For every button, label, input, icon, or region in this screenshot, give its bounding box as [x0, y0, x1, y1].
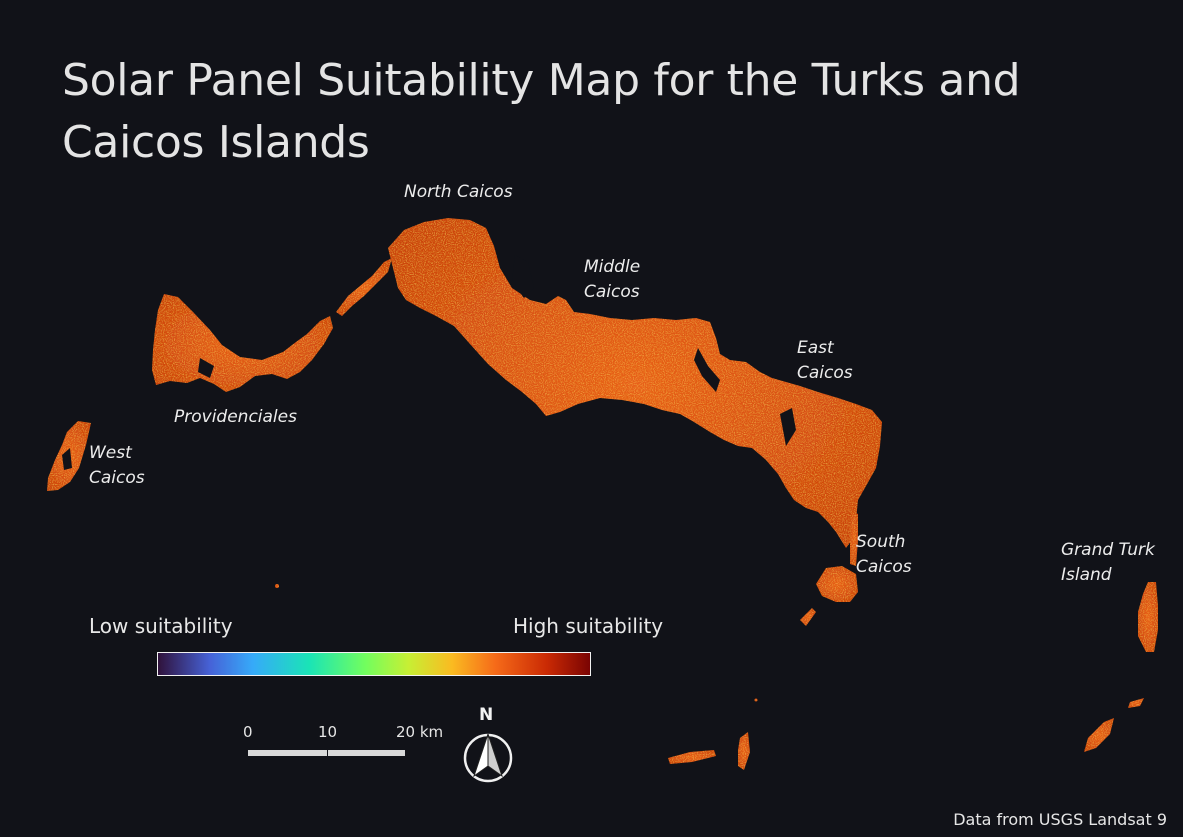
lagoon-2	[694, 348, 720, 392]
label-middle-caicos: Middle Caicos	[584, 255, 640, 305]
label-grand-turk-line-2: Island	[1061, 565, 1112, 585]
label-east-caicos-line-2: Caicos	[797, 363, 853, 383]
north-middle-east-caicos-island	[388, 218, 882, 548]
cay-5	[275, 584, 279, 588]
lagoon-1	[512, 255, 534, 298]
north-arrow-label: N	[479, 705, 494, 725]
label-south-caicos-line-1: South	[856, 532, 906, 552]
cay-3	[668, 750, 716, 764]
map-title: Solar Panel Suitability Map for the Turk…	[62, 50, 1062, 174]
label-south-caicos: South Caicos	[856, 530, 912, 580]
south-caicos-spit	[850, 510, 858, 566]
map-title-line-1: Solar Panel Suitability Map for the Turk…	[62, 55, 1021, 106]
lagoons-layer	[62, 255, 796, 470]
scale-tick-10: 10	[318, 723, 338, 741]
cay-2	[1128, 698, 1144, 708]
label-west-caicos: West Caicos	[89, 441, 145, 491]
label-west-caicos-line-1: West	[89, 443, 132, 463]
scale-tick-0: 0	[243, 723, 253, 741]
label-west-caicos-line-2: Caicos	[89, 468, 145, 488]
grand-turk-island	[1138, 582, 1158, 652]
label-providenciales: Providenciales	[174, 405, 297, 430]
legend-color-ramp	[157, 652, 591, 676]
label-middle-caicos-line-2: Caicos	[584, 282, 640, 302]
providenciales-island	[152, 294, 333, 392]
islet-chain	[336, 258, 392, 316]
label-grand-turk-line-1: Grand Turk	[1061, 540, 1155, 560]
label-providenciales-text: Providenciales	[174, 407, 297, 427]
lagoon-4	[62, 448, 72, 470]
scale-tick-20: 20 km	[396, 723, 444, 741]
scale-bar	[248, 750, 405, 756]
lagoon-5	[780, 408, 796, 446]
label-grand-turk: Grand Turk Island	[1061, 538, 1155, 588]
legend-low-label: Low suitability	[89, 614, 233, 638]
cay-6	[754, 698, 758, 702]
label-east-caicos-line-1: East	[797, 338, 834, 358]
label-north-caicos: North Caicos	[404, 180, 513, 205]
lagoon-3	[198, 358, 214, 378]
cay-4	[738, 732, 750, 770]
label-east-caicos: East Caicos	[797, 336, 853, 386]
data-credit: Data from USGS Landsat 9	[953, 810, 1167, 829]
south-caicos-island	[816, 566, 858, 602]
salt-cay-island	[1084, 718, 1114, 752]
north-arrow-icon	[463, 733, 513, 783]
label-south-caicos-line-2: Caicos	[856, 557, 912, 577]
scale-bar-segment-1	[248, 750, 327, 756]
label-north-caicos-text: North Caicos	[404, 182, 513, 202]
map-title-line-2: Caicos Islands	[62, 117, 370, 168]
cay-1	[800, 608, 816, 626]
scale-bar-segment-2	[328, 750, 405, 756]
legend-high-label: High suitability	[513, 614, 664, 638]
label-middle-caicos-line-1: Middle	[584, 257, 641, 277]
